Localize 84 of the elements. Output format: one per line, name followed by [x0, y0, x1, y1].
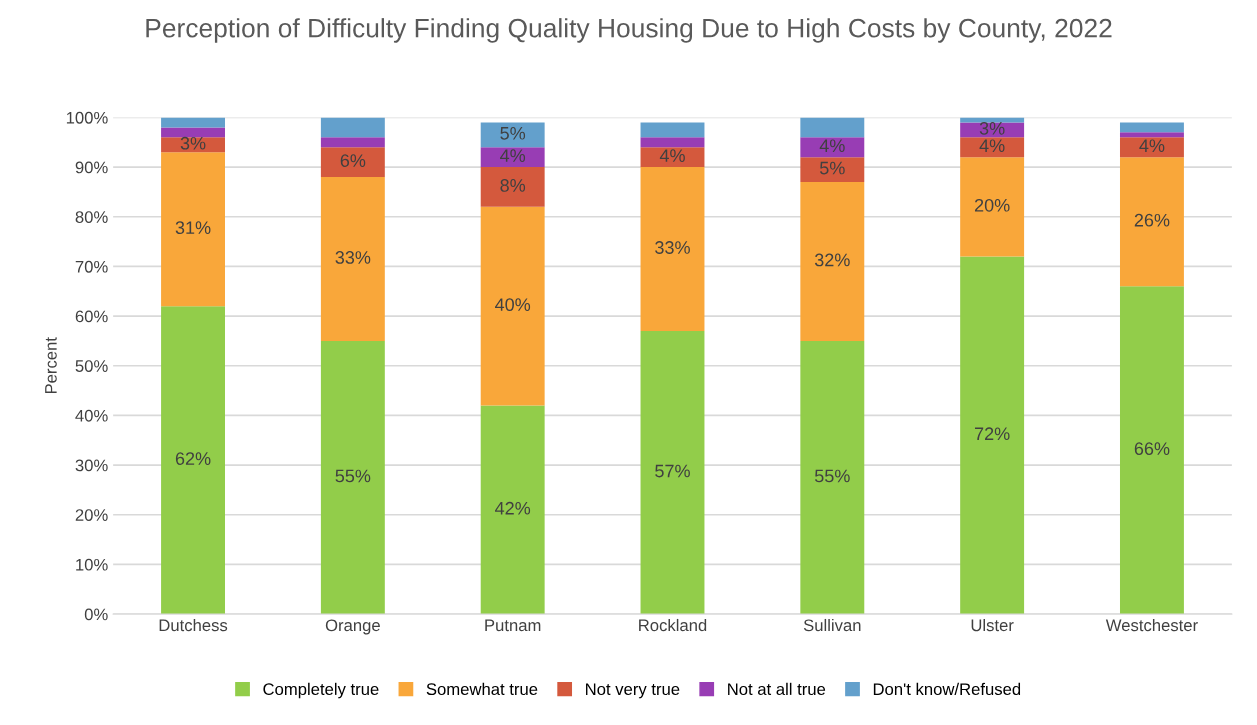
x-tick-label: Ulster	[971, 618, 1014, 632]
bar	[1119, 132, 1184, 138]
bar	[480, 147, 545, 168]
bar	[960, 157, 1025, 257]
data-label: 8%	[500, 179, 526, 192]
legend-label: Not at all true	[728, 682, 826, 696]
bar	[640, 331, 705, 615]
bar	[960, 256, 1025, 615]
legend-label: Don't know/Refused	[873, 682, 1021, 696]
data-label: 66%	[1134, 442, 1170, 456]
bar	[320, 117, 385, 138]
bar	[960, 137, 1025, 158]
data-label: 5%	[500, 126, 526, 140]
y-tick-label: 20%	[75, 509, 108, 521]
data-label: 3%	[180, 136, 206, 150]
y-tick-label: 80%	[75, 211, 108, 223]
bar	[1119, 286, 1184, 615]
legend-label: Completely true	[263, 682, 379, 699]
bar	[161, 306, 225, 615]
bar	[1119, 137, 1184, 158]
x-tick-label: Putnam	[485, 619, 541, 632]
data-label: 62%	[175, 452, 211, 465]
y-tick-label: 70%	[75, 260, 108, 273]
data-label: 4%	[979, 139, 1005, 153]
bar	[800, 117, 865, 138]
bar	[320, 177, 385, 341]
bar	[480, 122, 545, 148]
x-tick-label: Dutchess	[159, 618, 228, 632]
data-label: 72%	[974, 427, 1010, 441]
bar	[800, 157, 865, 183]
bar	[480, 206, 545, 406]
data-label: 20%	[974, 198, 1010, 212]
y-tick-label: 10%	[76, 558, 108, 571]
bar	[1119, 157, 1184, 287]
bar	[640, 122, 705, 138]
data-label: 4%	[659, 149, 685, 162]
bar	[800, 137, 865, 158]
bar	[161, 117, 225, 128]
data-label: 4%	[1139, 139, 1165, 153]
bar	[640, 167, 705, 331]
bar	[1119, 122, 1184, 133]
data-label: 33%	[335, 251, 371, 264]
y-tick-label: 50%	[75, 360, 108, 372]
y-axis-title: Percent	[45, 337, 57, 394]
bar	[161, 137, 225, 153]
data-label: 32%	[814, 253, 850, 267]
bar	[800, 340, 865, 615]
bar	[480, 405, 545, 615]
y-tick-label: 60%	[75, 310, 108, 323]
legend-label: Not very true	[586, 683, 680, 699]
data-label: 6%	[340, 154, 366, 167]
data-label: 55%	[814, 469, 850, 483]
bar	[161, 127, 225, 138]
x-tick-label: Sullivan	[803, 618, 861, 632]
y-tick-label: 100%	[66, 111, 108, 124]
data-label: 55%	[335, 469, 371, 483]
bar	[960, 122, 1025, 138]
data-label: 40%	[495, 298, 531, 312]
data-label: 4%	[819, 139, 845, 153]
data-label: 26%	[1134, 213, 1170, 227]
data-label: 42%	[495, 501, 531, 515]
bar	[800, 182, 865, 341]
x-tick-label: Rockland	[639, 618, 707, 632]
data-label: 4%	[500, 149, 526, 162]
y-tick-label: 30%	[75, 459, 108, 472]
y-tick-label: 90%	[75, 161, 108, 174]
x-tick-label: Westchester	[1105, 618, 1198, 632]
bar	[480, 167, 545, 207]
data-label: 33%	[655, 241, 690, 254]
bar	[320, 137, 385, 148]
bar	[640, 147, 705, 168]
x-tick-label: Orange	[325, 619, 380, 635]
bar	[161, 152, 225, 307]
data-label: 5%	[819, 161, 845, 175]
data-label: 31%	[175, 221, 211, 235]
data-label: 3%	[979, 121, 1005, 135]
legend-label: Somewhat true	[426, 682, 538, 696]
bar	[640, 137, 705, 148]
data-label: 57%	[655, 464, 690, 478]
bar	[320, 147, 385, 178]
chart-title: Perception of Difficulty Finding Quality Housing Due to High Costs by County, 2022	[146, 18, 1112, 43]
y-tick-label: 40%	[75, 409, 108, 422]
bar	[320, 340, 385, 615]
y-tick-label: 0%	[84, 608, 108, 621]
